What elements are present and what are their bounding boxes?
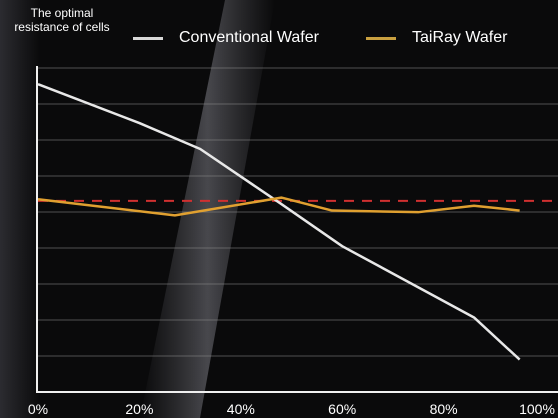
- x-tick-label-1: 20%: [125, 401, 153, 417]
- legend-swatch-tairay: [366, 36, 396, 40]
- legend-label-conventional: Conventional Wafer: [179, 29, 319, 46]
- x-tick-label-5: 100%: [519, 401, 555, 417]
- x-tick-label-2: 40%: [227, 401, 255, 417]
- x-tick-label-4: 80%: [430, 401, 458, 417]
- y-axis-label-line-2: resistance of cells: [14, 20, 110, 34]
- grid-lines: [38, 67, 558, 357]
- y-axis-label-line-1: The optimal: [30, 6, 94, 20]
- x-tick-label-0: 0%: [28, 401, 48, 417]
- legend-label-tairay: TaiRay Wafer: [412, 29, 508, 46]
- x-tick-label-3: 60%: [328, 401, 356, 417]
- y-axis-label: The optimal resistance of cells: [0, 6, 124, 34]
- legend-swatch-conventional: [133, 36, 163, 40]
- x-tick-labels: 0% 20% 40% 60% 80% 100%: [28, 401, 555, 417]
- series-line-conventional: [37, 83, 521, 361]
- series-line-tairay: [37, 196, 520, 217]
- legend-item-tairay: TaiRay Wafer: [366, 28, 507, 48]
- legend-item-conventional: Conventional Wafer: [133, 28, 319, 48]
